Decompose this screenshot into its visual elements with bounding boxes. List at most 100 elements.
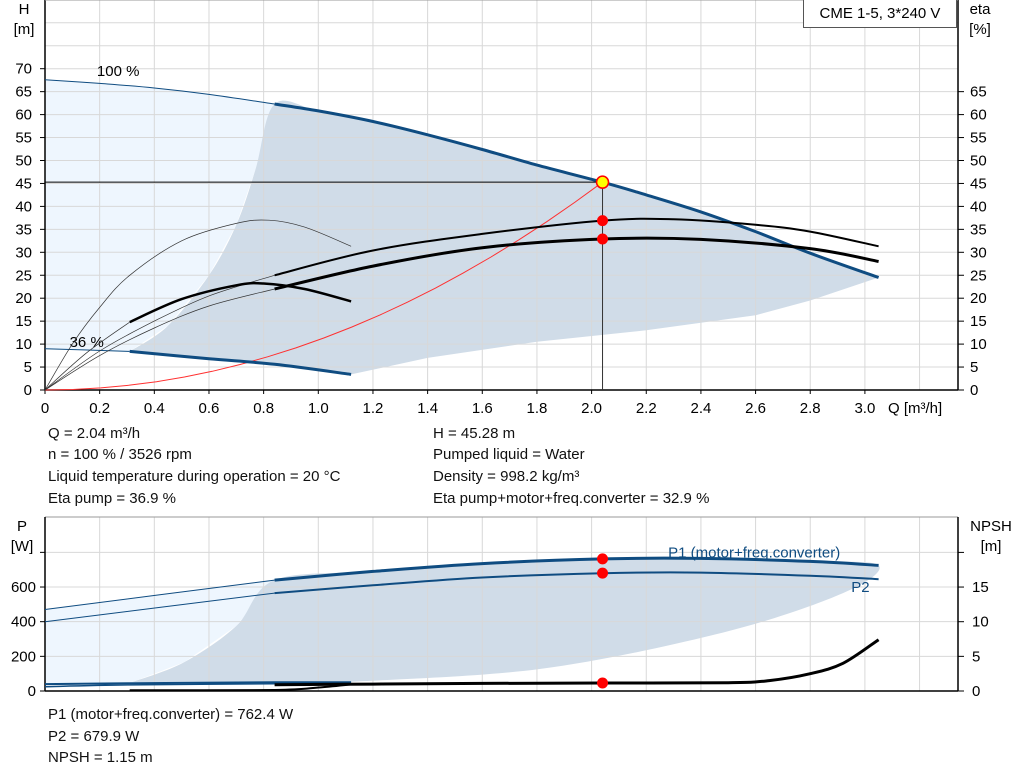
temperature-readout: Liquid temperature during operation = 20…	[48, 468, 341, 485]
curve-speed-label: 100 %	[97, 63, 140, 80]
eta-total-36-curve	[129, 281, 352, 324]
power-npsh-chart: 0 200 400 600 0 5 10 15 P [W] NPSH [m] P1 (motor+fre…	[11, 516, 1012, 700]
x-tick-label: 2.8	[800, 400, 821, 417]
y-tick-label: 45	[15, 175, 32, 192]
y2-tick-label: 15	[970, 313, 987, 330]
x-tick-label: 1.4	[417, 400, 438, 417]
extended-range-area	[45, 580, 275, 685]
x-tick-label: 1.8	[527, 400, 548, 417]
y2-tick-label: 65	[970, 84, 987, 101]
p2-thin-curve	[44, 592, 275, 623]
y2-tick-label: 5	[972, 648, 980, 665]
x-tick-label: 0.4	[144, 400, 165, 417]
y2-tick-label: 50	[970, 153, 987, 170]
y2-axis-label: [m]	[981, 538, 1002, 555]
y-tick-label: 25	[15, 267, 32, 284]
eta-total-readout: Eta pump+motor+freq.converter = 32.9 %	[433, 490, 710, 507]
x-tick-label: 2.6	[745, 400, 766, 417]
y-tick-label: 35	[15, 221, 32, 238]
curve-speed-label: 36 %	[70, 334, 104, 351]
y-axis-label: [m]	[14, 21, 35, 38]
y2-tick-label: 15	[972, 579, 989, 596]
head-36-thin-curve	[44, 348, 130, 352]
head-100-curve	[274, 102, 880, 279]
y-tick-label: 10	[15, 336, 32, 353]
y2-tick-label: 10	[970, 336, 987, 353]
y-axis-label: P	[17, 518, 27, 535]
npsh-marker	[597, 677, 609, 689]
density-readout: Density = 998.2 kg/m³	[433, 468, 580, 485]
duty-point-marker	[595, 175, 610, 189]
y2-tick-label: 0	[972, 683, 980, 700]
extended-range-area	[45, 79, 275, 352]
y-axis-label: [W]	[11, 538, 34, 555]
x-tick-label: 3.0	[854, 400, 875, 417]
p1-marker	[597, 553, 609, 565]
y2-tick-label: 20	[970, 290, 987, 307]
npsh-readout: NPSH = 1.15 m	[48, 749, 153, 766]
x-tick-label: 1.6	[472, 400, 493, 417]
flow-readout: Q = 2.04 m³/h	[48, 425, 141, 442]
y2-tick-label: 30	[970, 244, 987, 261]
y-tick-label: 0	[28, 683, 36, 700]
y-tick-label: 55	[15, 130, 32, 147]
eta-total-36-thin-curve	[44, 321, 130, 391]
y2-tick-label: 40	[970, 198, 987, 215]
x-tick-label: 2.4	[690, 400, 711, 417]
y-tick-label: 65	[15, 84, 32, 101]
curve-label: P1 (motor+freq.converter)	[668, 545, 840, 562]
eta-pump-100-curve	[274, 217, 879, 277]
operating-range-area	[129, 100, 879, 375]
curve-label: P2	[851, 579, 869, 596]
y2-tick-label: 45	[970, 175, 987, 192]
y-tick-label: 20	[15, 290, 32, 307]
npsh-curve	[274, 638, 880, 687]
x-axis-label: Q [m³/h]	[888, 400, 942, 417]
y-tick-label: 50	[15, 153, 32, 170]
y-tick-label: 400	[11, 614, 36, 631]
y-tick-label: 15	[15, 313, 32, 330]
p1-readout: P1 (motor+freq.converter) = 762.4 W	[48, 706, 294, 723]
x-tick-label: 0.2	[89, 400, 110, 417]
y-tick-label: 40	[15, 198, 32, 215]
liquid-readout: Pumped liquid = Water	[433, 446, 585, 463]
pump-model-legend: CME 1-5, 3*240 V	[803, 0, 957, 28]
p2-marker	[597, 567, 609, 579]
y-tick-label: 200	[11, 648, 36, 665]
eta-pump-marker	[597, 215, 609, 227]
y2-tick-label: 0	[970, 382, 978, 399]
y2-tick-label: 25	[970, 267, 987, 284]
y-axis-label: H	[19, 1, 30, 18]
speed-readout: n = 100 % / 3526 rpm	[48, 446, 192, 463]
y2-axis-label: NPSH	[970, 518, 1012, 535]
x-tick-label: 2.2	[636, 400, 657, 417]
x-tick-label: 0.8	[253, 400, 274, 417]
x-tick-label: 0	[41, 400, 49, 417]
p1-thin-curve	[44, 579, 275, 610]
y2-axis-label: eta	[970, 1, 992, 18]
eta-pump-100-thin-curve	[44, 274, 275, 391]
y2-tick-label: 10	[972, 614, 989, 631]
y2-tick-label: 5	[970, 359, 978, 376]
x-tick-label: 1.0	[308, 400, 329, 417]
y-tick-label: 60	[15, 107, 32, 124]
eta-total-100-thin-curve	[44, 288, 275, 391]
y-tick-label: 0	[24, 382, 32, 399]
eta-total-marker	[597, 233, 609, 245]
y2-tick-label: 35	[970, 221, 987, 238]
head-efficiency-chart: 0 0.2 0.4 0.6 0.8 1.0 1.2 1.4 1.6 1.8 2.0 2.2 2.4 2.6…	[14, 0, 992, 417]
y2-axis-label: [%]	[969, 21, 991, 38]
x-tick-label: 1.2	[363, 400, 384, 417]
npsh-36-curve	[129, 683, 352, 692]
x-tick-label: 0.6	[199, 400, 220, 417]
y-tick-label: 5	[24, 359, 32, 376]
head-readout: H = 45.28 m	[433, 425, 516, 442]
head-100-thin-curve	[44, 79, 275, 105]
eta-pump-36-curve	[44, 219, 352, 391]
p1-36-curve	[44, 681, 352, 686]
y-tick-label: 70	[15, 61, 32, 78]
y2-tick-label: 55	[970, 130, 987, 147]
y2-tick-label: 60	[970, 107, 987, 124]
p2-readout: P2 = 679.9 W	[48, 728, 140, 745]
